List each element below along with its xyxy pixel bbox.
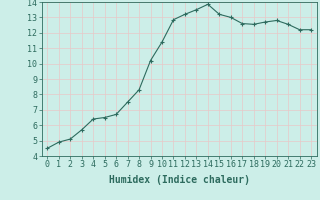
X-axis label: Humidex (Indice chaleur): Humidex (Indice chaleur) (109, 175, 250, 185)
